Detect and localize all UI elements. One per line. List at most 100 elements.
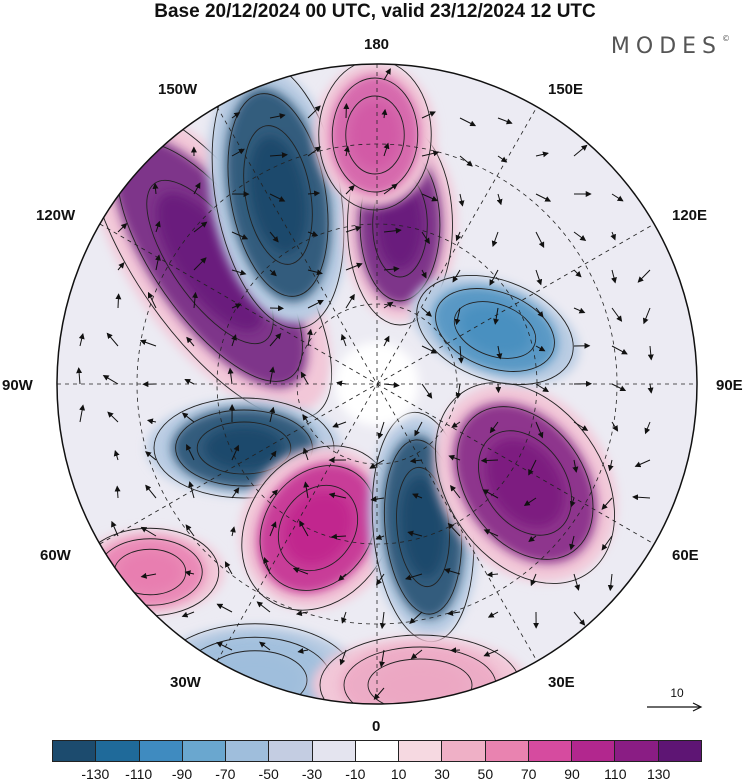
- wind-vector: [154, 220, 161, 233]
- wind-vector: [535, 269, 543, 286]
- chart-title: Base 20/12/2024 00 UTC, valid 23/12/2024…: [154, 1, 596, 22]
- wind-vector: [383, 227, 402, 234]
- wind-vector: [458, 193, 465, 207]
- contour-line: [196, 421, 292, 475]
- wind-vector: [79, 404, 86, 423]
- wind-vector: [139, 339, 157, 347]
- reference-vector: 10: [645, 686, 705, 719]
- wind-vector: [256, 601, 271, 613]
- wind-vector: [421, 383, 433, 399]
- contour-line: [435, 382, 615, 584]
- wind-vector: [184, 570, 195, 577]
- wind-vector: [409, 611, 423, 624]
- wind-vector: [642, 307, 651, 325]
- wind-vector: [528, 535, 537, 543]
- wind-vector: [181, 611, 195, 618]
- lon-label-90e: 90E: [716, 377, 743, 394]
- wind-vector: [307, 269, 323, 276]
- wind-vector: [148, 291, 157, 309]
- contour-line: [318, 64, 432, 211]
- lon-label-90w: 90W: [2, 377, 33, 394]
- wind-vector: [146, 418, 157, 425]
- wind-vector: [269, 521, 277, 537]
- wind-vector: [188, 481, 195, 499]
- wind-vector: [410, 649, 423, 660]
- wind-vector: [269, 489, 278, 499]
- wind-vector: [601, 535, 613, 551]
- positive-anomaly: [314, 64, 436, 211]
- wind-vector: [421, 111, 436, 119]
- lon-label-0: 0: [372, 718, 381, 735]
- wind-vector: [421, 307, 432, 317]
- wind-vector: [459, 117, 477, 127]
- wind-vector: [610, 231, 616, 241]
- wind-vector: [607, 573, 614, 592]
- contour-line: [435, 288, 555, 372]
- wind-vector: [573, 573, 581, 591]
- wind-vector: [573, 421, 589, 431]
- wind-vector: [336, 380, 347, 387]
- wind-vector: [303, 481, 310, 499]
- wind-vector: [601, 497, 613, 510]
- wind-vector: [405, 573, 423, 581]
- wind-vector: [452, 269, 461, 283]
- wind-vector: [186, 336, 195, 347]
- contour-line: [367, 658, 473, 704]
- wind-vector: [181, 412, 195, 423]
- wind-vector: [113, 449, 120, 461]
- colorbar-tick-label: 70: [520, 766, 537, 782]
- lon-label-120w: 120W: [36, 207, 76, 224]
- wind-vector: [383, 266, 400, 273]
- colorbar-swatch: [226, 741, 270, 761]
- wind-vector: [216, 603, 233, 613]
- contour-line: [259, 465, 377, 591]
- wind-vector: [455, 383, 462, 399]
- wind-vector: [330, 533, 347, 540]
- wind-vector: [231, 303, 242, 309]
- wind-vector: [231, 148, 245, 157]
- wind-vector: [647, 345, 654, 361]
- wind-vector: [535, 193, 552, 202]
- wind-vector: [269, 406, 276, 423]
- wind-vector: [383, 142, 390, 157]
- wind-vector: [269, 193, 286, 202]
- wind-vector: [637, 269, 651, 283]
- anomaly-field: [75, 64, 617, 704]
- wind-vector: [483, 529, 499, 537]
- wind-vector: [231, 112, 241, 119]
- wind-vector: [224, 561, 233, 575]
- contour-line: [416, 274, 574, 386]
- wind-vector: [497, 155, 508, 163]
- wind-vector: [611, 193, 624, 202]
- contour-line: [345, 95, 405, 175]
- wind-vector: [421, 269, 427, 279]
- wind-vector: [259, 641, 271, 651]
- wind-vector: [535, 231, 545, 249]
- colorbar-swatch: [269, 741, 313, 761]
- wind-vector: [496, 193, 503, 206]
- colorbar-swatch: [528, 741, 573, 761]
- wind-vector: [186, 444, 195, 461]
- lon-label-120e: 120E: [672, 207, 708, 224]
- wind-vector: [269, 269, 277, 277]
- wind-vector: [451, 421, 461, 428]
- wind-vector: [269, 231, 279, 243]
- wind-vector: [269, 450, 277, 461]
- wind-vector: [381, 108, 388, 119]
- colorbar-swatch: [312, 741, 356, 761]
- colorbar-tick-label: 10: [390, 766, 407, 782]
- colorbar-tick-label: 110: [604, 766, 627, 782]
- wind-vector: [421, 193, 438, 202]
- positive-anomaly: [239, 445, 397, 611]
- wind-vector: [409, 457, 423, 464]
- contour-line: [241, 445, 395, 611]
- anomaly-center: [249, 136, 307, 254]
- anomaly-center: [485, 438, 565, 528]
- wind-vector: [193, 257, 207, 271]
- wind-vector: [307, 190, 321, 197]
- wind-vector: [106, 332, 119, 347]
- lon-label-180: 180: [364, 36, 390, 53]
- wind-vector: [611, 383, 627, 392]
- wind-vector: [569, 497, 576, 508]
- wind-vector: [377, 421, 385, 440]
